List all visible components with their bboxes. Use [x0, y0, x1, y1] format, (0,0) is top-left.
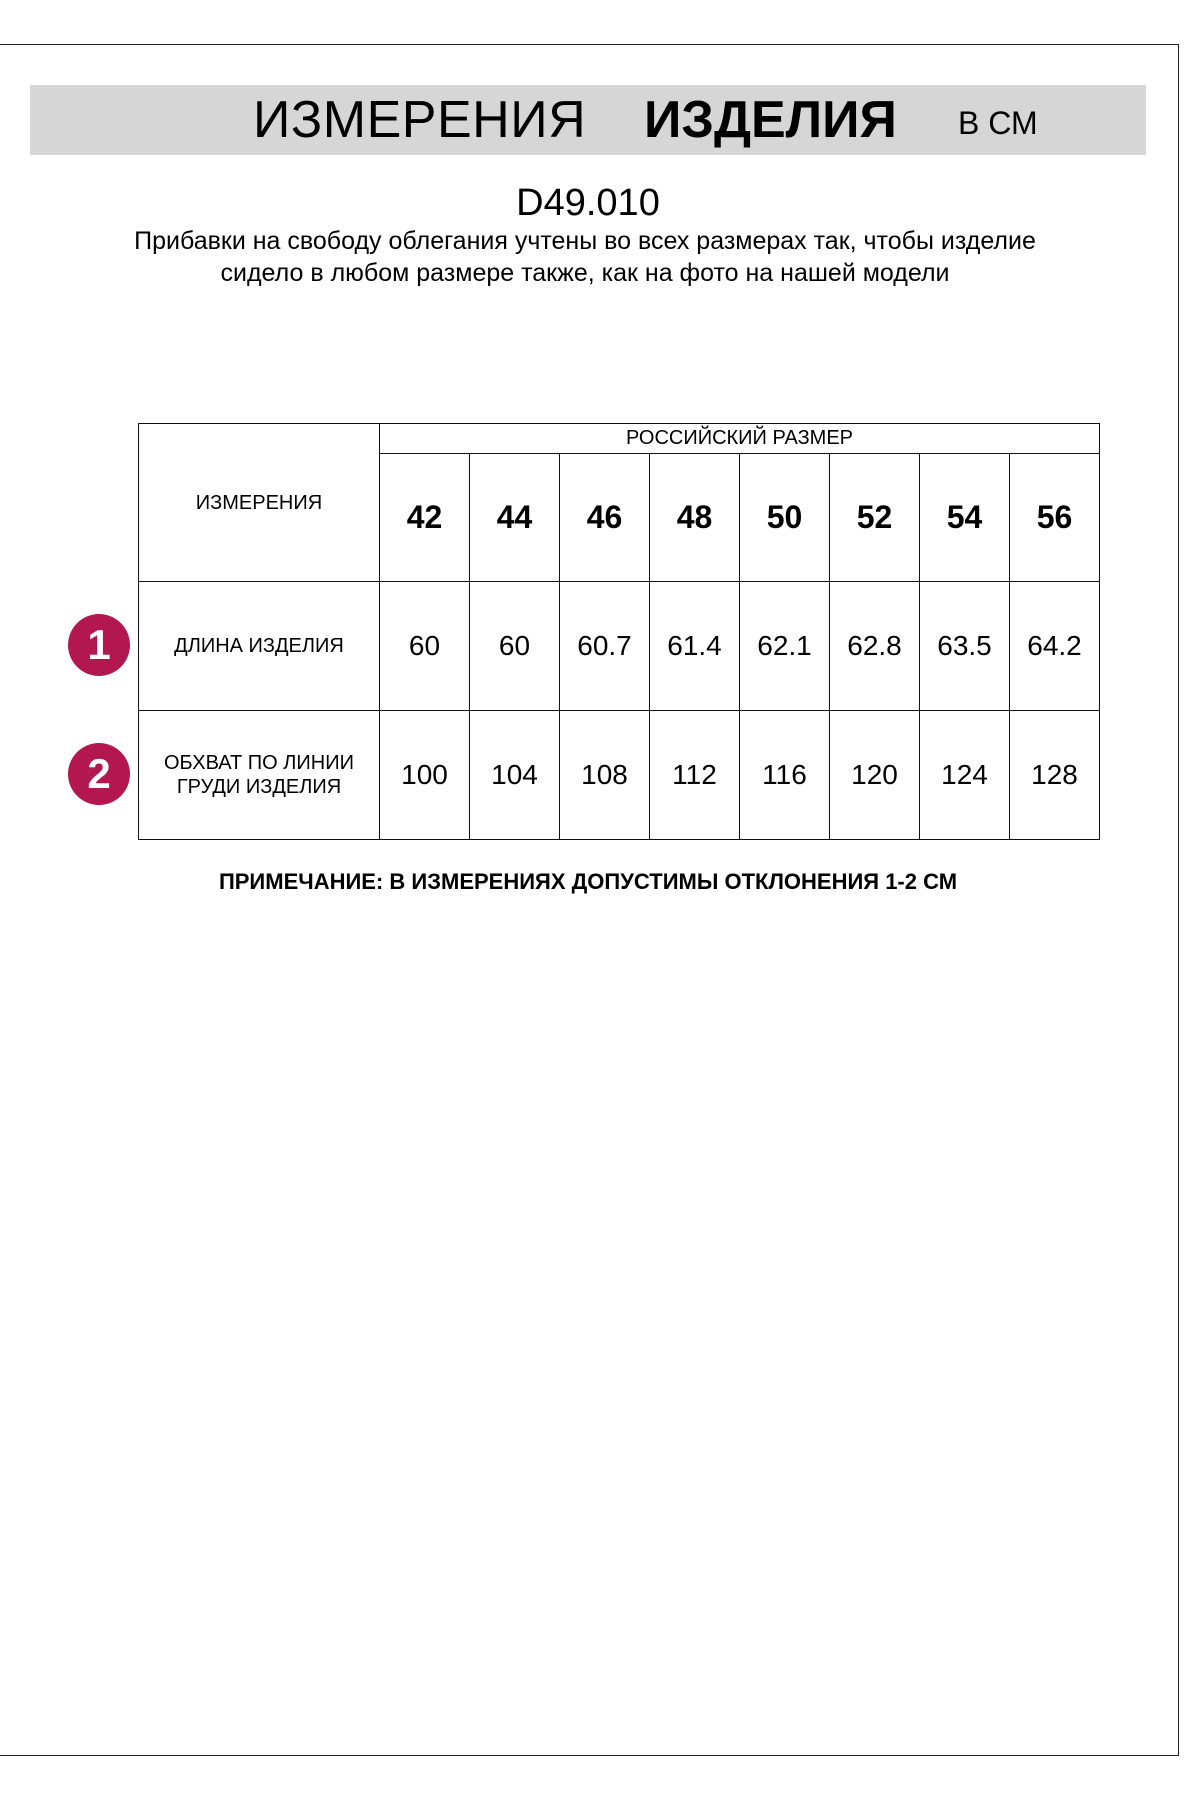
row-label: ДЛИНА ИЗДЕЛИЯ — [138, 581, 380, 711]
table-cell: 108 — [559, 710, 650, 840]
measurement-number-badge: 2 — [68, 743, 130, 805]
title-band — [30, 85, 1146, 155]
table-cell: 116 — [739, 710, 830, 840]
table-cell: 62.1 — [739, 581, 830, 711]
table-cell: 61.4 — [649, 581, 740, 711]
title-bold: ИЗДЕЛИЯ — [644, 91, 897, 149]
description: Прибавки на свободу облегания учтены во … — [134, 227, 1036, 287]
table-cell: 112 — [649, 710, 740, 840]
table-row: ОБХВАТ ПО ЛИНИИ ГРУДИ ИЗДЕЛИЯ 100 104 10… — [138, 710, 1100, 840]
measurements-header: ИЗМЕРЕНИЯ — [138, 423, 380, 582]
table-row: ДЛИНА ИЗДЕЛИЯ 60 60 60.7 61.4 62.1 62.8 … — [138, 581, 1100, 711]
title-unit: В СМ — [958, 105, 1038, 141]
table-cell: 100 — [379, 710, 470, 840]
table-cell: 64.2 — [1009, 581, 1100, 711]
table-cell: 63.5 — [919, 581, 1010, 711]
size-header: 44 — [469, 453, 560, 582]
size-header: 56 — [1009, 453, 1100, 582]
table-cell: 60 — [379, 581, 470, 711]
page-frame — [0, 44, 1179, 1756]
table-cell: 124 — [919, 710, 1010, 840]
table-cell: 128 — [1009, 710, 1100, 840]
title-regular: ИЗМЕРЕНИЯ — [253, 91, 587, 149]
size-table: ИЗМЕРЕНИЯ РОССИЙСКИЙ РАЗМЕР 42 44 46 48 … — [138, 423, 1100, 840]
size-header: 52 — [829, 453, 920, 582]
table-cell: 60 — [469, 581, 560, 711]
size-header: 48 — [649, 453, 740, 582]
size-header: 54 — [919, 453, 1010, 582]
table-cell: 60.7 — [559, 581, 650, 711]
size-header: 46 — [559, 453, 650, 582]
table-cell: 104 — [469, 710, 560, 840]
table-cell: 62.8 — [829, 581, 920, 711]
row-label: ОБХВАТ ПО ЛИНИИ ГРУДИ ИЗДЕЛИЯ — [138, 710, 380, 840]
table-cell: 120 — [829, 710, 920, 840]
product-code: D49.010 — [516, 182, 660, 224]
measurement-number-badge: 1 — [68, 614, 130, 676]
size-group-header: РОССИЙСКИЙ РАЗМЕР — [379, 423, 1100, 454]
size-header: 42 — [379, 453, 470, 582]
note: ПРИМЕЧАНИЕ: В ИЗМЕРЕНИЯХ ДОПУСТИМЫ ОТКЛО… — [218, 869, 958, 894]
size-header: 50 — [739, 453, 830, 582]
